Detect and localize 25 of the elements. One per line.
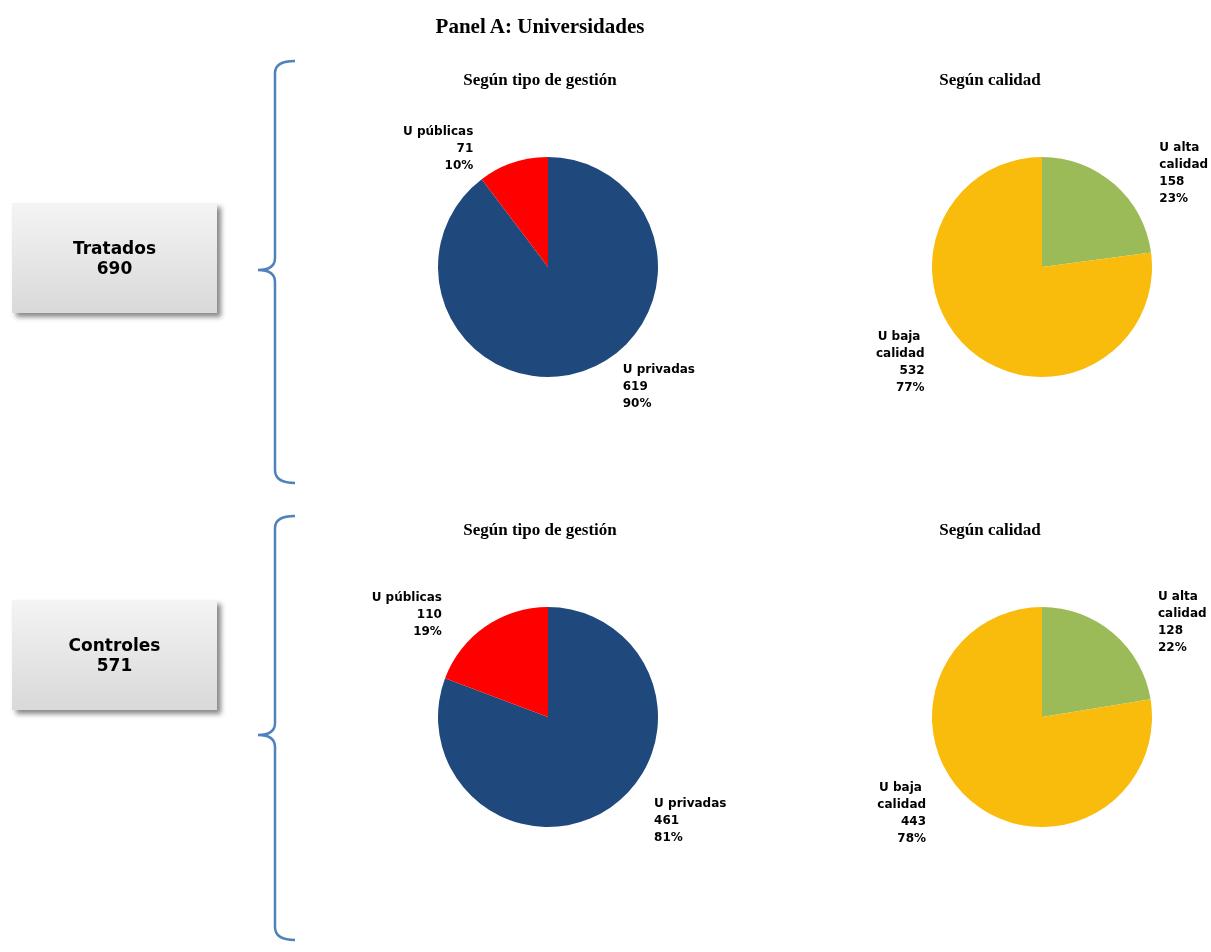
data-label: 443 78% [897,813,927,845]
data-label: 71 10% [444,141,474,173]
chart-title: Según tipo de gestión [463,520,618,539]
text: Controles [67,635,162,655]
data-label: 619 90% [622,378,652,410]
slice-label: U públicas [403,124,474,139]
slice-label: U alta calidad [1159,140,1209,172]
data-label: 532 77% [895,362,925,394]
slice-label: U públicas [371,590,442,605]
slice-label: U alta calidad [1157,589,1207,621]
data-label: 158 23% [1159,174,1189,206]
slice-label: U privadas [622,361,696,376]
chart-title: Según tipo de gestión [463,70,618,89]
data-label: 110 19% [413,607,442,639]
text: Panel A: Universidades [434,14,646,40]
slice-label: U baja calidad [875,328,925,360]
slice-label: U privadas [654,795,727,810]
text: 690 [95,258,134,278]
chart-title: Según calidad [939,520,1042,539]
chart-title: Según calidad [939,70,1042,89]
data-label: 128 22% [1157,623,1187,655]
text: Tratados [71,238,158,258]
text: 571 [95,655,134,675]
data-label: 461 81% [654,812,683,844]
slice-label: U baja calidad [877,779,927,811]
